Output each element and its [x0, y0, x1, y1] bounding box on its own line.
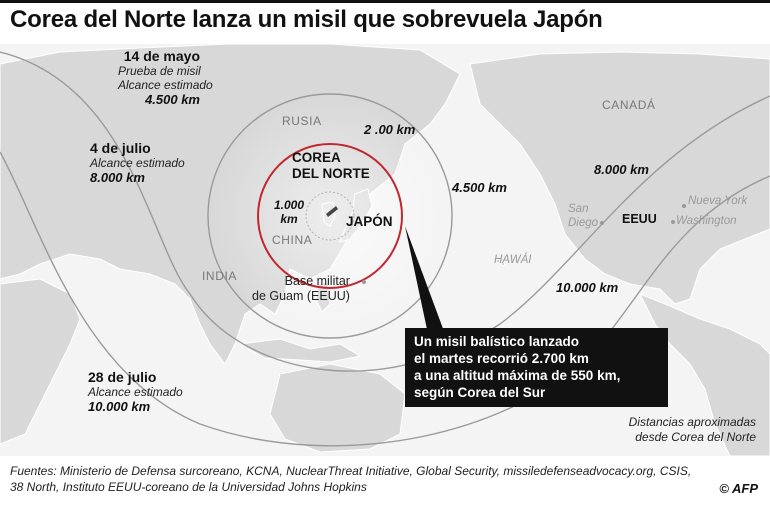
land-south-america	[638, 293, 770, 456]
top-rule	[0, 0, 770, 3]
label-india: INDIA	[202, 269, 238, 283]
map: 14 de mayo Prueba de misil Alcance estim…	[0, 44, 770, 456]
label-hawaii: HAWÁI	[494, 254, 532, 266]
event-may-line1: Prueba de misil	[118, 64, 201, 78]
map-canvas	[0, 44, 770, 456]
label-usa: EEUU	[622, 212, 657, 226]
event-july4-range: 8.000 km	[90, 170, 145, 185]
label-canada: CANADÁ	[602, 98, 656, 112]
afp-credit: © AFP	[719, 481, 758, 496]
ring-2000	[257, 143, 403, 289]
callout-box: Un misil balístico lanzado el martes rec…	[405, 328, 668, 407]
ring-10000	[0, 151, 770, 447]
guam-marker	[362, 280, 366, 284]
label-china: CHINA	[272, 233, 313, 247]
event-may-date: 14 de mayo	[123, 48, 200, 64]
callout-pointer	[405, 226, 445, 334]
washington-marker	[671, 220, 675, 224]
event-july4-line1: Alcance estimado	[90, 156, 185, 170]
label-guam: Base militar de Guam (EEUU)	[252, 274, 350, 303]
ring-2000-label: 2 .00 km	[364, 122, 416, 137]
event-july4-date: 4 de julio	[90, 140, 151, 156]
distance-note: Distancias aproximadas desde Corea del N…	[628, 415, 756, 444]
range-rings	[0, 51, 770, 447]
land-australia	[269, 363, 406, 453]
event-july28-range: 10.000 km	[88, 399, 151, 414]
event-july28-date: 28 de julio	[88, 369, 157, 385]
label-san-diego: San Diego	[568, 203, 599, 229]
page-title: Corea del Norte lanza un misil que sobre…	[10, 6, 603, 33]
ring-8000-label: 8.000 km	[594, 162, 649, 177]
label-new-york: Nueva York	[688, 195, 748, 207]
sources: Fuentes: Ministerio de Defensa surcorean…	[10, 464, 692, 494]
missile-icon	[326, 206, 338, 217]
land-north-america	[469, 51, 770, 305]
san-diego-marker	[600, 221, 604, 225]
label-russia: RUSIA	[282, 114, 322, 128]
land-africa	[0, 278, 81, 445]
label-washington: Washington	[676, 215, 737, 227]
label-japan: JAPÓN	[346, 214, 393, 229]
ring-4500-label: 4.500 km	[452, 180, 507, 195]
ring-1000	[305, 191, 355, 241]
ring-8000	[0, 51, 770, 372]
ring-10000-label: 10.000 km	[556, 280, 619, 295]
event-may-line2: Alcance estimado	[118, 78, 213, 92]
event-july4: 4 de julio Alcance estimado 8.000 km	[90, 140, 185, 185]
event-july28-line1: Alcance estimado	[88, 385, 183, 399]
ring-4500	[207, 93, 453, 339]
event-july28: 28 de julio Alcance estimado 10.000 km	[88, 369, 183, 414]
event-may: 14 de mayo Prueba de misil Alcance estim…	[118, 48, 213, 107]
label-north-korea: COREA DEL NORTE	[292, 150, 370, 181]
new-york-marker	[682, 204, 686, 208]
event-may-range: 4.500 km	[145, 92, 200, 107]
ring-1000-label: 1.000 km	[274, 198, 305, 226]
